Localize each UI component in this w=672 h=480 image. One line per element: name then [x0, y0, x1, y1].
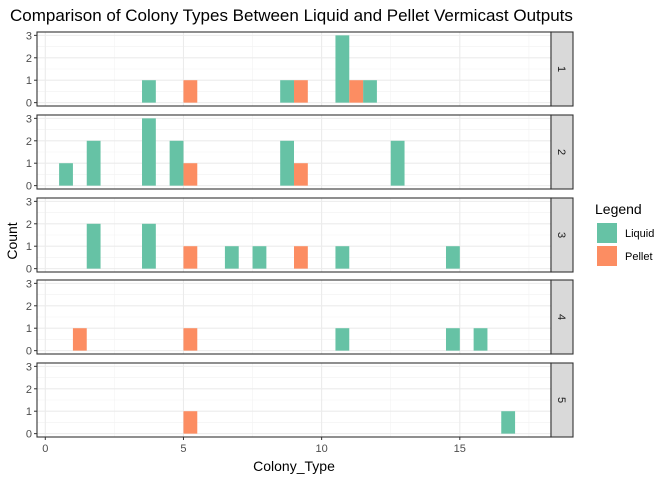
- bar-liquid: [335, 246, 350, 269]
- bar-pellet: [183, 328, 198, 351]
- facet-strip: [550, 114, 574, 190]
- y-tick-label: 1: [26, 241, 32, 253]
- bar-liquid: [86, 140, 101, 186]
- facet-panels: 0 1 2 3 1 0 1 2 3 2 0 1 2 3 3 0 1 2 3 4 0 1 2 3 5: [26, 30, 574, 441]
- bar-pellet: [183, 411, 198, 434]
- y-tick-label: 0: [26, 98, 32, 110]
- facet-strip: [550, 197, 574, 273]
- bar-liquid: [86, 223, 101, 269]
- chart-title: Comparison of Colony Types Between Liqui…: [10, 6, 573, 25]
- y-tick-label: 2: [26, 384, 32, 396]
- bar-liquid: [390, 140, 405, 186]
- bar-pellet: [294, 80, 308, 103]
- bar-pellet: [294, 163, 308, 186]
- y-tick-label: 1: [26, 323, 32, 335]
- legend-key-liquid: [597, 223, 617, 243]
- y-tick-label: 2: [26, 136, 32, 148]
- bar-liquid: [501, 411, 516, 434]
- bar-liquid: [473, 328, 488, 351]
- bar-liquid: [59, 163, 73, 186]
- legend-key-pellet: [597, 246, 617, 266]
- y-tick-label: 2: [26, 301, 32, 313]
- bar-liquid: [335, 328, 350, 351]
- y-tick-label: 2: [26, 219, 32, 231]
- bar-liquid: [142, 80, 156, 103]
- y-tick-label: 3: [26, 30, 32, 42]
- y-tick-label: 1: [26, 158, 32, 170]
- facet-strip-label: 5: [555, 397, 567, 403]
- y-tick-label: 0: [26, 264, 32, 276]
- bar-liquid: [280, 80, 294, 103]
- facet-panel-2: 0 1 2 3 2: [26, 113, 574, 193]
- x-tick-label: 15: [454, 443, 466, 455]
- facet-strip-label: 1: [555, 66, 567, 72]
- y-tick-label: 3: [26, 278, 32, 290]
- y-tick-label: 3: [26, 196, 32, 208]
- bar-pellet: [349, 80, 364, 103]
- bar-liquid: [280, 140, 294, 186]
- facet-panel-3: 0 1 2 3 3: [26, 196, 574, 276]
- facet-strip-label: 3: [555, 232, 567, 238]
- legend-label-liquid: Liquid: [625, 228, 654, 240]
- bar-pellet: [72, 328, 87, 351]
- facet-strip: [550, 362, 574, 438]
- bar-liquid: [363, 80, 377, 103]
- facet-strip: [550, 31, 574, 107]
- y-tick-label: 1: [26, 406, 32, 418]
- y-tick-label: 0: [26, 429, 32, 441]
- facet-strip-label: 2: [555, 149, 567, 155]
- facet-panel-1: 0 1 2 3 1: [26, 30, 574, 110]
- facet-panel-4: 0 1 2 3 4: [26, 278, 574, 358]
- legend: Legend Liquid Pellet: [595, 201, 654, 266]
- bar-pellet: [294, 246, 308, 269]
- y-tick-label: 2: [26, 53, 32, 65]
- x-axis: 0 5 10 15: [42, 437, 466, 455]
- bar-liquid: [169, 140, 184, 186]
- y-tick-label: 0: [26, 181, 32, 193]
- facet-panel-5: 0 1 2 3 5: [26, 361, 574, 441]
- y-tick-label: 3: [26, 361, 32, 373]
- x-axis-title: Colony_Type: [253, 458, 335, 474]
- y-tick-label: 0: [26, 346, 32, 358]
- facet-strip: [550, 279, 574, 355]
- x-tick-label: 0: [42, 443, 48, 455]
- bar-liquid: [252, 246, 267, 269]
- bar-liquid: [445, 328, 460, 351]
- bar-liquid: [445, 246, 460, 269]
- y-tick-label: 3: [26, 113, 32, 125]
- bar-liquid: [335, 35, 350, 103]
- bar-liquid: [224, 246, 239, 269]
- y-tick-label: 1: [26, 75, 32, 87]
- bar-pellet: [183, 80, 198, 103]
- y-axis-title: Count: [4, 222, 20, 259]
- bar-liquid: [142, 118, 156, 186]
- legend-label-pellet: Pellet: [625, 251, 653, 263]
- bar-pellet: [183, 246, 198, 269]
- x-tick-label: 5: [180, 443, 186, 455]
- bar-liquid: [142, 223, 156, 269]
- bar-pellet: [183, 163, 198, 186]
- facet-strip-label: 4: [555, 314, 567, 320]
- x-tick-label: 10: [316, 443, 328, 455]
- legend-title: Legend: [595, 201, 642, 217]
